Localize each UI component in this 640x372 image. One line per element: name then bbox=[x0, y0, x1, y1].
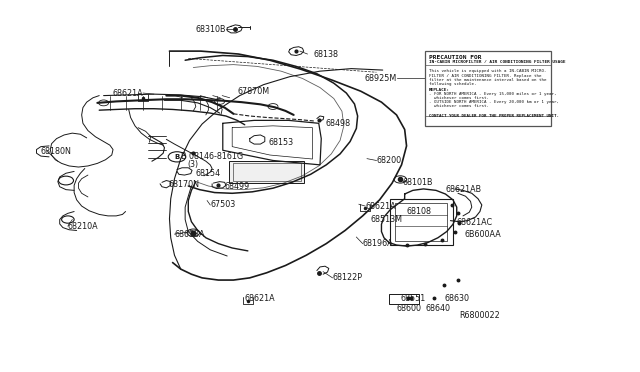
Text: 68513M: 68513M bbox=[370, 215, 402, 224]
Text: 68498: 68498 bbox=[325, 119, 350, 128]
Bar bbox=[390, 199, 453, 245]
Text: B 08146-8161G: B 08146-8161G bbox=[180, 153, 243, 161]
Text: 68310B: 68310B bbox=[195, 25, 226, 34]
Text: 68210A: 68210A bbox=[68, 222, 99, 231]
Text: REPLACE:: REPLACE: bbox=[429, 87, 449, 92]
Text: (3): (3) bbox=[188, 160, 199, 169]
Text: whichever comes first.: whichever comes first. bbox=[429, 96, 488, 100]
FancyBboxPatch shape bbox=[426, 51, 551, 126]
Text: 68138: 68138 bbox=[314, 49, 339, 58]
Text: 68621A: 68621A bbox=[365, 202, 396, 211]
Text: 68196A: 68196A bbox=[363, 239, 393, 248]
Text: 68551: 68551 bbox=[400, 294, 426, 303]
Text: PRECAUTION FOR: PRECAUTION FOR bbox=[429, 55, 481, 61]
Text: 68621A: 68621A bbox=[244, 294, 275, 303]
Text: R6800022: R6800022 bbox=[460, 311, 500, 320]
Text: 68633A: 68633A bbox=[175, 230, 205, 238]
Text: 67503: 67503 bbox=[211, 201, 236, 209]
Text: 68630: 68630 bbox=[444, 294, 469, 303]
Text: 68170N: 68170N bbox=[168, 180, 199, 189]
Text: following schedule.: following schedule. bbox=[429, 83, 476, 86]
Text: filter at the maintenance interval based on the: filter at the maintenance interval based… bbox=[429, 78, 546, 82]
Text: CONTACT YOUR DEALER FOR THE PROPER REPLACEMENT UNIT.: CONTACT YOUR DEALER FOR THE PROPER REPLA… bbox=[429, 114, 559, 118]
Bar bbox=[234, 163, 301, 181]
Text: 68122P: 68122P bbox=[333, 273, 362, 282]
Bar bbox=[389, 294, 419, 304]
Text: 68154: 68154 bbox=[196, 169, 221, 178]
Text: 68180N: 68180N bbox=[41, 147, 72, 156]
Bar bbox=[229, 161, 305, 183]
Text: 68925M: 68925M bbox=[364, 74, 397, 83]
Text: 68621A: 68621A bbox=[113, 89, 143, 97]
Bar bbox=[396, 203, 447, 241]
Text: 68600: 68600 bbox=[397, 304, 422, 312]
Text: 68200: 68200 bbox=[376, 156, 401, 165]
Text: 68499: 68499 bbox=[225, 182, 250, 190]
Text: FILTER / AIR CONDITIONING FILTER. Replace the: FILTER / AIR CONDITIONING FILTER. Replac… bbox=[429, 74, 541, 78]
Text: 67870M: 67870M bbox=[237, 87, 269, 96]
Text: 68640: 68640 bbox=[426, 304, 451, 312]
Text: This vehicle is equipped with a IN-CABIN MICRO-: This vehicle is equipped with a IN-CABIN… bbox=[429, 69, 546, 73]
Text: 68101B: 68101B bbox=[403, 178, 433, 187]
Text: 6B600AA: 6B600AA bbox=[464, 230, 501, 238]
Text: 68621AB: 68621AB bbox=[445, 185, 481, 194]
Text: - OUTSIDE NORTH AMERICA - Every 20,000 km or 1 year,: - OUTSIDE NORTH AMERICA - Every 20,000 k… bbox=[429, 100, 559, 104]
Text: whichever comes first.: whichever comes first. bbox=[429, 104, 488, 108]
Text: - FOR NORTH AMERICA - Every 15,000 miles or 1 year,: - FOR NORTH AMERICA - Every 15,000 miles… bbox=[429, 92, 556, 96]
Text: 68108: 68108 bbox=[406, 207, 431, 216]
Text: B: B bbox=[174, 154, 180, 160]
Text: 68153: 68153 bbox=[269, 138, 294, 147]
Text: 68621AC: 68621AC bbox=[457, 218, 493, 227]
Text: IN-CABIN MICROFILTER / AIR CONDITIONING FILTER USAGE: IN-CABIN MICROFILTER / AIR CONDITIONING … bbox=[429, 60, 565, 64]
